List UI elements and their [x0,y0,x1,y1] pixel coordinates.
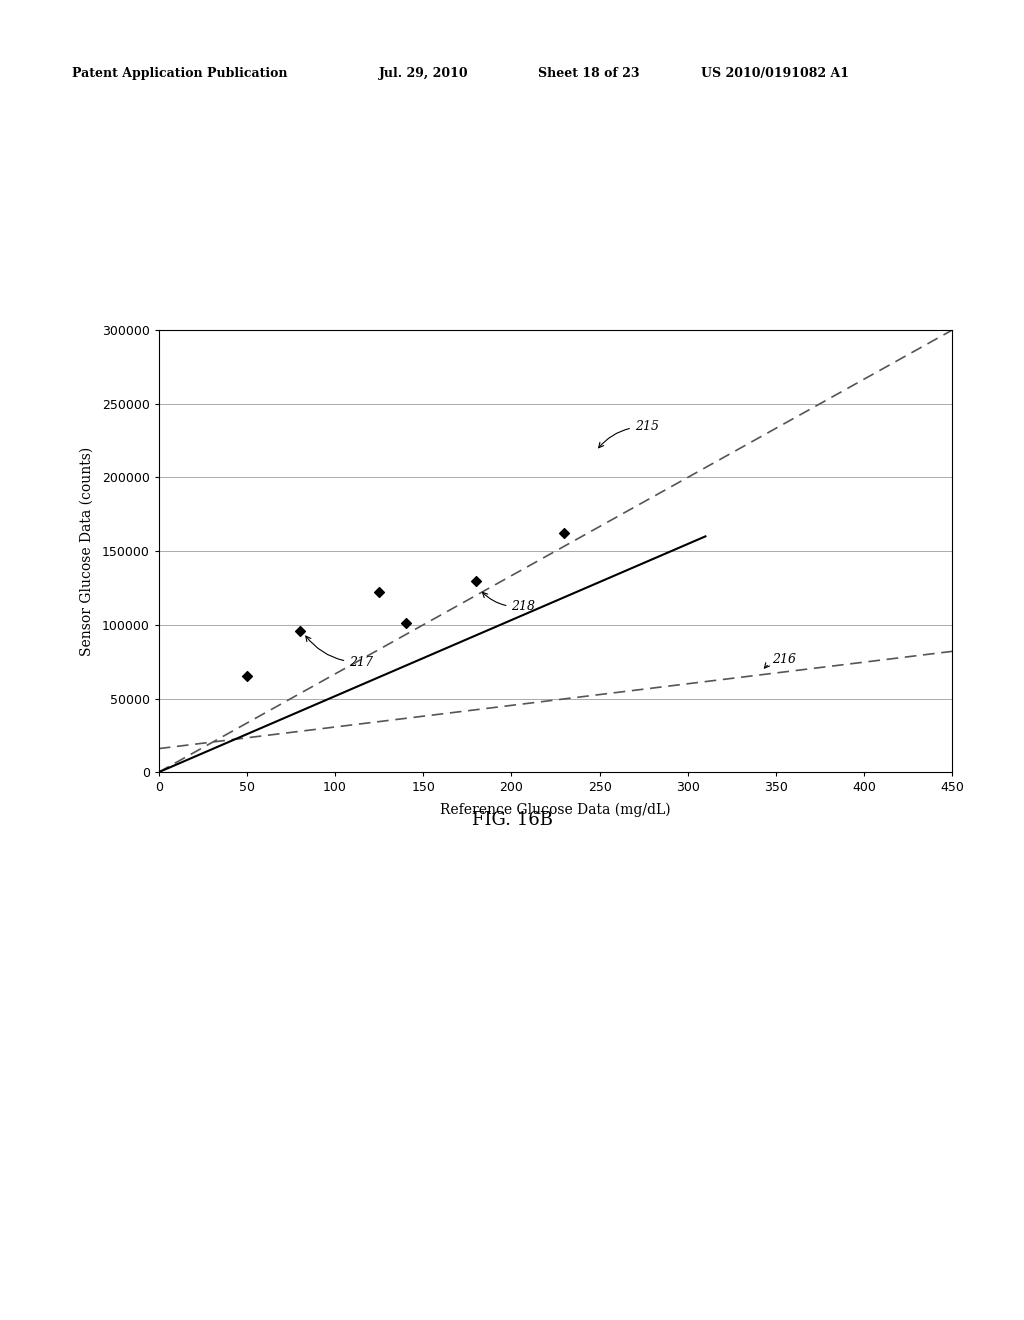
Text: Patent Application Publication: Patent Application Publication [72,66,287,79]
Point [556,523,572,544]
Text: Jul. 29, 2010: Jul. 29, 2010 [379,66,469,79]
Text: 217: 217 [306,636,373,669]
Point [397,612,414,634]
Text: US 2010/0191082 A1: US 2010/0191082 A1 [701,66,850,79]
Point [468,570,484,591]
Text: Sheet 18 of 23: Sheet 18 of 23 [538,66,639,79]
Point [292,620,308,642]
Text: FIG. 16B: FIG. 16B [471,810,553,829]
X-axis label: Reference Glucose Data (mg/dL): Reference Glucose Data (mg/dL) [440,803,671,817]
Point [239,665,255,686]
Text: 218: 218 [482,593,536,612]
Text: 215: 215 [599,420,658,447]
Y-axis label: Sensor Glucose Data (counts): Sensor Glucose Data (counts) [80,446,93,656]
Text: 216: 216 [764,653,797,668]
Point [371,582,387,603]
